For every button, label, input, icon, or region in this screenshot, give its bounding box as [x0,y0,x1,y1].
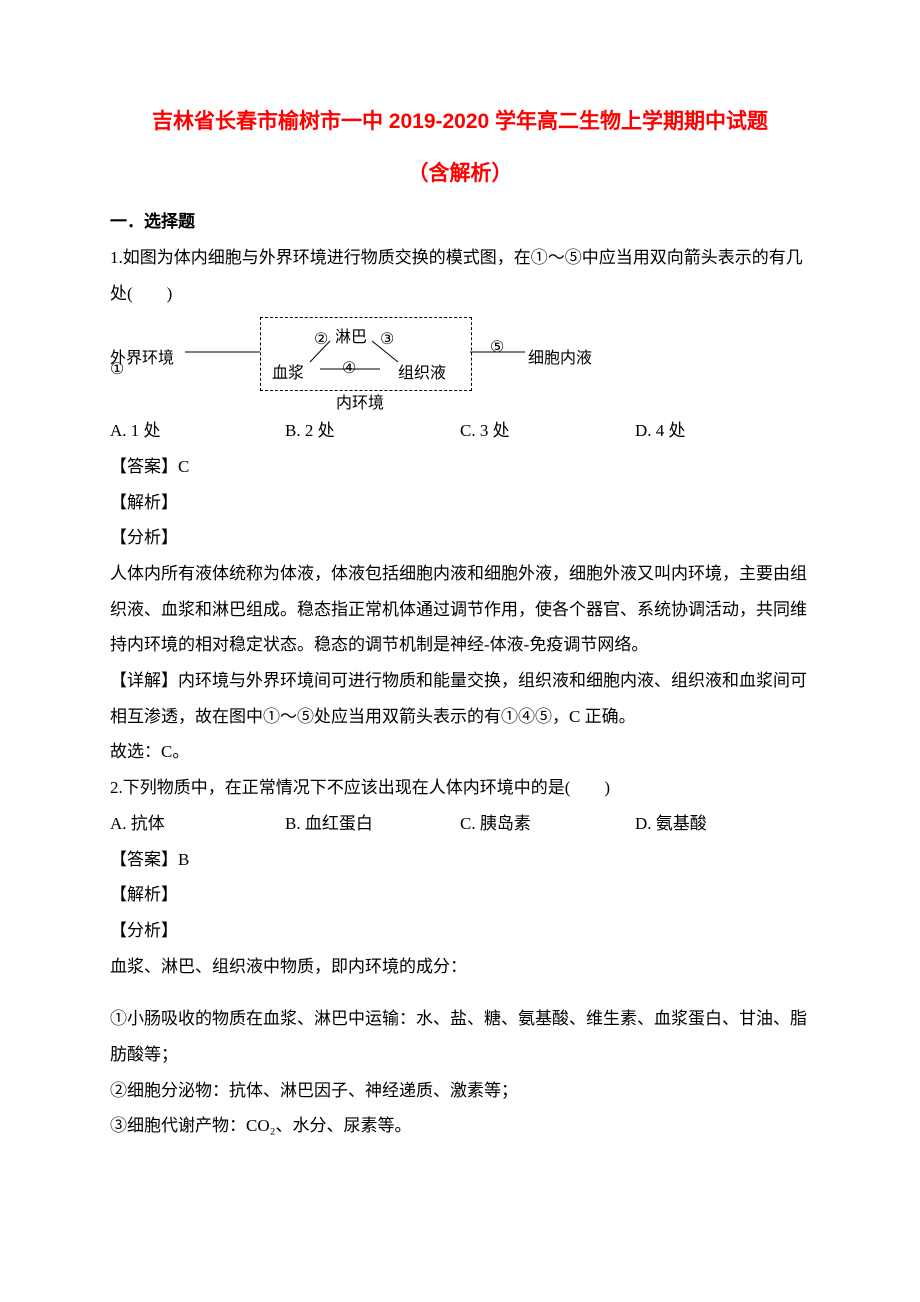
q2-fenxi-label: 【分析】 [110,913,810,949]
q1-stem: 1.如图为体内细胞与外界环境进行物质交换的模式图，在①～⑤中应当用双向箭头表示的… [110,240,810,311]
diagram-n1: ① [110,353,124,387]
q1-options-row: A. 1 处 B. 2 处 C. 3 处 D. 4 处 [110,413,810,449]
q2-item1: ①小肠吸收的物质在血浆、淋巴中运输：水、盐、糖、氨基酸、维生素、血浆蛋白、甘油、… [110,1001,810,1072]
q2-analysis-label: 【解析】 [110,877,810,913]
q2-answer: 【答案】B [110,842,810,878]
diagram-lymph: 淋巴 [335,321,367,355]
diagram-plasma: 血浆 [272,357,304,391]
document-title-line2: （含解析） [110,152,810,196]
document-title-line1: 吉林省长春市榆树市一中 2019-2020 学年高二生物上学期期中试题 [110,100,810,144]
diagram-tissue-fluid: 组织液 [398,357,446,391]
q1-option-a: A. 1 处 [110,413,285,449]
q1-analysis-label: 【解析】 [110,485,810,521]
q2-stem: 2.下列物质中，在正常情况下不应该出现在人体内环境中的是( ) [110,770,810,806]
diagram-n5: ⑤ [490,331,504,365]
q1-fenxi-label: 【分析】 [110,520,810,556]
q1-detail-label: 【详解】 [110,671,178,690]
diagram-inner-env: 内环境 [336,387,384,421]
q2-item3: ③细胞代谢产物：CO₂、水分、尿素等。 [110,1108,810,1144]
q1-detail: 【详解】内环境与外界环境间可进行物质和能量交换，组织液和细胞内液、组织液和血浆间… [110,663,810,734]
q1-answer: 【答案】C [110,449,810,485]
q2-option-d: D. 氨基酸 [635,806,810,842]
q2-option-c: C. 胰岛素 [460,806,635,842]
diagram-cell-fluid: 细胞内液 [528,342,592,376]
q1-fenxi-text: 人体内所有液体统称为体液，体液包括细胞内液和细胞外液，细胞外液又叫内环境，主要由… [110,556,810,663]
q2-item2: ②细胞分泌物：抗体、淋巴因子、神经递质、激素等； [110,1073,810,1109]
q2-option-a: A. 抗体 [110,806,285,842]
diagram-n3: ③ [380,323,394,357]
diagram-n2: ② [314,323,328,357]
q2-option-b: B. 血红蛋白 [285,806,460,842]
section-header: 一．选择题 [110,204,810,240]
q2-fenxi-text: 血浆、淋巴、组织液中物质，即内环境的成分： [110,949,810,985]
q1-conclusion: 故选：C。 [110,734,810,770]
q1-option-c: C. 3 处 [460,413,635,449]
diagram-n4: ④ [342,352,356,386]
blank-line [110,984,810,1001]
q1-option-d: D. 4 处 [635,413,810,449]
q1-detail-text: 内环境与外界环境间可进行物质和能量交换，组织液和细胞内液、组织液和血浆间可相互渗… [110,671,807,726]
document-page: 吉林省长春市榆树市一中 2019-2020 学年高二生物上学期期中试题 （含解析… [0,0,920,1204]
q2-options-row: A. 抗体 B. 血红蛋白 C. 胰岛素 D. 氨基酸 [110,806,810,842]
q1-diagram: 外界环境 ① 血浆 ② 淋巴 ③ ④ 组织液 内环境 ⑤ 细胞内液 [110,317,610,407]
